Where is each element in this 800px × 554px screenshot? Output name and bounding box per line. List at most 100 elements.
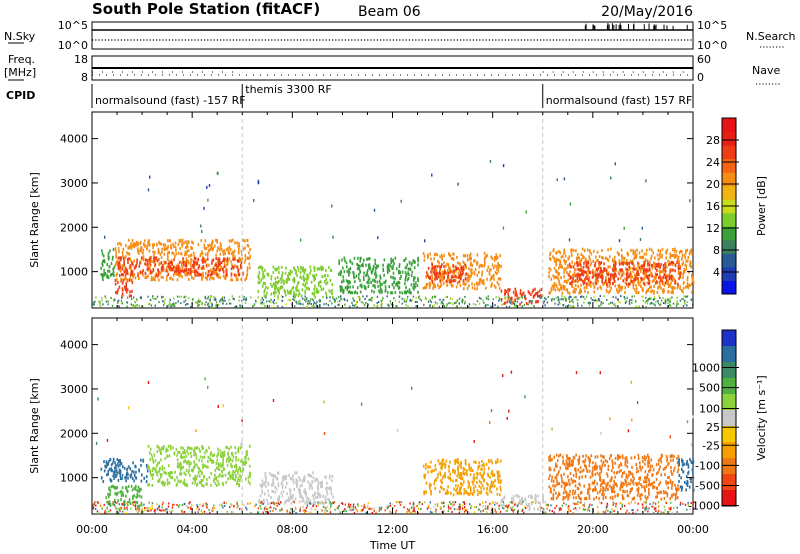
power-echo-cell (575, 274, 577, 278)
power-echo-cell (154, 263, 157, 267)
power-clutter-cell (337, 300, 339, 303)
power-echo-cell (124, 285, 126, 289)
power-echo-cell (591, 275, 594, 279)
velocity-echo-cell (122, 493, 125, 497)
power-clutter-cell (676, 300, 679, 303)
velocity-echo-cell (166, 454, 168, 458)
velocity-echo-cell (604, 488, 607, 492)
power-echo-cell (120, 279, 122, 283)
power-echo-cell (112, 255, 114, 259)
power-clutter-cell (556, 299, 559, 301)
power-echo-cell (314, 284, 316, 288)
power-sporadic-cell (641, 226, 643, 230)
velocity-echo-cell (136, 493, 139, 496)
power-echo-cell (441, 271, 444, 275)
power-echo-cell (281, 273, 283, 277)
power-echo-cell (279, 286, 281, 290)
power-echo-cell (671, 279, 674, 282)
power-echo-cell (166, 239, 169, 243)
power-echo-cell (128, 294, 131, 298)
power-echo-cell (165, 261, 167, 264)
velocity-echo-cell (607, 464, 610, 468)
power-clutter-cell (188, 297, 190, 300)
velocity-echo-cell (112, 485, 115, 489)
power-echo-cell (364, 287, 367, 291)
velocity-echo-cell (176, 453, 178, 457)
power-echo-cell (392, 259, 394, 263)
power-echo-cell (175, 269, 177, 273)
power-echo-cell (158, 270, 160, 274)
velocity-echo-cell (619, 488, 622, 492)
velocity-echo-cell (292, 481, 295, 485)
power-echo-cell (172, 273, 175, 277)
power-echo-cell (185, 252, 188, 256)
power-echo-cell (218, 257, 221, 261)
power-echo-cell (413, 260, 415, 264)
power-echo-cell (165, 269, 168, 273)
velocity-echo-cell (466, 473, 468, 477)
power-echo-cell (465, 266, 468, 270)
power-echo-cell (398, 285, 401, 289)
power-clutter-cell (261, 297, 263, 300)
power-echo-cell (276, 281, 279, 284)
power-sporadic-cell (373, 208, 376, 212)
power-echo-cell (197, 257, 200, 261)
velocity-echo-cell (602, 481, 604, 484)
power-echo-cell (211, 241, 213, 245)
power-echo-cell (479, 277, 481, 281)
power-echo-cell (180, 252, 182, 256)
velocity-echo-cell (265, 484, 267, 488)
velocity-echo-cell (304, 476, 306, 480)
nsky-label: N.Sky (4, 30, 36, 43)
power-echo-cell (375, 274, 378, 278)
power-echo-cell (260, 265, 263, 269)
velocity-echo-cell (120, 462, 123, 466)
velocity-echo-cell (594, 472, 597, 476)
power-echo-cell (563, 287, 565, 291)
velocity-echo-cell (125, 475, 128, 479)
velocity-echo-cell (110, 463, 113, 467)
velocity-echo-cell (648, 482, 651, 486)
power-echo-cell (455, 269, 457, 273)
power-echo-cell (289, 269, 292, 273)
velocity-echo-cell (259, 494, 262, 498)
velocity-echo-cell (159, 448, 162, 452)
power-echo-cell (395, 267, 398, 271)
velocity-echo-cell (563, 487, 566, 491)
velocity-echo-cell (290, 501, 293, 505)
velocity-echo-cell (286, 481, 288, 485)
velocity-echo-cell (588, 469, 591, 473)
velocity-echo-cell (127, 484, 130, 488)
velocity-echo-cell (423, 473, 426, 477)
power-echo-cell (599, 262, 602, 265)
power-echo-cell (193, 266, 195, 270)
power-echo-cell (508, 288, 511, 292)
power-echo-cell (178, 271, 180, 275)
power-clutter-cell (352, 297, 354, 300)
power-echo-cell (264, 282, 266, 285)
power-echo-cell (573, 248, 575, 252)
power-clutter-cell (432, 305, 434, 308)
velocity-echo-cell (468, 484, 470, 488)
power-echo-cell (180, 269, 183, 273)
power-echo-cell (349, 267, 352, 270)
power-clutter-cell (281, 299, 283, 302)
velocity-echo-cell (674, 493, 677, 497)
velocity-echo-cell (175, 447, 178, 451)
power-clutter-cell (662, 297, 664, 299)
power-clutter-cell (617, 300, 620, 303)
power-echo-cell (103, 268, 105, 272)
velocity-echo-cell (539, 508, 542, 512)
velocity-echo-cell (481, 460, 483, 463)
power-clutter-cell (390, 302, 392, 305)
velocity-echo-cell (555, 483, 558, 487)
velocity-echo-cell (625, 456, 628, 460)
power-clutter-cell (327, 304, 330, 307)
power-echo-cell (599, 275, 601, 279)
power-echo-cell (219, 276, 221, 280)
power-echo-cell (228, 239, 231, 243)
power-clutter-cell (126, 296, 129, 299)
velocity-echo-cell (188, 468, 190, 472)
velocity-echo-cell (563, 481, 565, 485)
